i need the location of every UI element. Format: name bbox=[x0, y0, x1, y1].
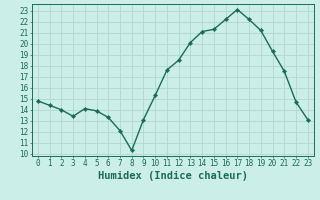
X-axis label: Humidex (Indice chaleur): Humidex (Indice chaleur) bbox=[98, 171, 248, 181]
